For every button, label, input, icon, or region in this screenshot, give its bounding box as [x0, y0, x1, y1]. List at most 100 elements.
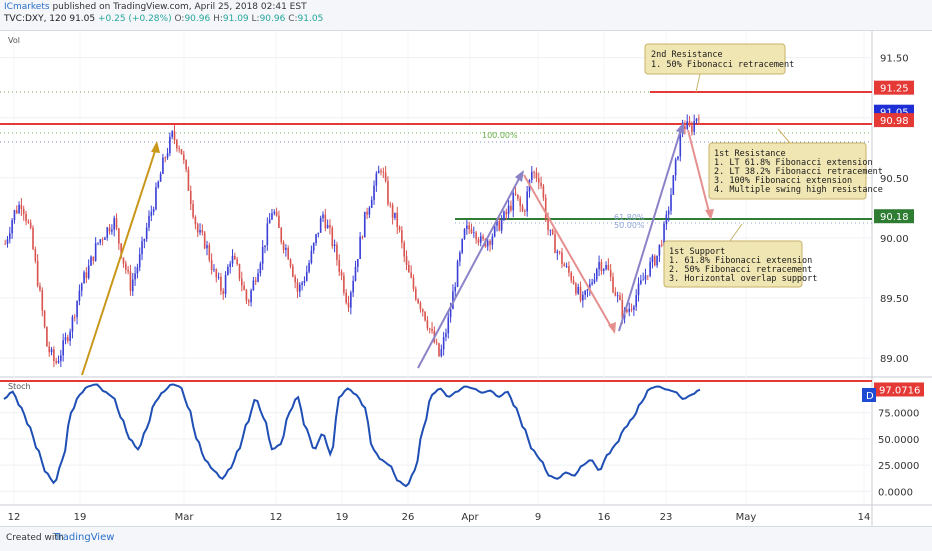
candle-body: [459, 252, 461, 262]
candle-body: [526, 191, 528, 212]
candle-body: [665, 214, 668, 224]
candle-body: [482, 236, 484, 239]
candle-body: [182, 154, 185, 161]
candle-body: [535, 172, 538, 179]
candle-body: [521, 205, 524, 212]
candle-body: [394, 212, 396, 218]
footer: Created with TradingView: [0, 526, 932, 551]
tradingview-logo[interactable]: TradingView: [54, 532, 115, 543]
candle-body: [582, 294, 584, 301]
candle-body: [503, 211, 505, 220]
candle-body: [579, 286, 582, 301]
candle-body: [454, 286, 457, 292]
candle-body: [8, 233, 11, 240]
publisher-link[interactable]: ICmarkets: [4, 2, 50, 12]
candle-body: [80, 283, 83, 291]
candle-body: [554, 234, 556, 254]
stoch-axis-ticks: 75.0000 50.0000 25.0000 0.0000: [878, 409, 919, 499]
d-badge[interactable]: D: [862, 388, 876, 402]
candle-body: [206, 245, 208, 249]
candle-body: [431, 328, 433, 331]
price-tick: 90.50: [880, 174, 909, 185]
candle-body: [176, 140, 178, 149]
candle-body: [456, 261, 459, 287]
time-tick: May: [736, 512, 757, 523]
candle-body: [345, 292, 348, 303]
candle-body: [505, 211, 508, 215]
candle-body: [243, 285, 245, 291]
grid-lines: [0, 30, 872, 504]
candle-body: [106, 227, 109, 238]
candle-body: [605, 265, 607, 270]
candle-body: [32, 227, 34, 250]
candle-body: [542, 185, 545, 198]
fib-50-label: 50.00%: [614, 221, 645, 230]
candle-body: [684, 126, 686, 130]
support-1-item-1: 1. 61.8% Fibonacci extension: [669, 256, 812, 266]
candle-body: [319, 218, 322, 233]
time-tick: 12: [270, 512, 283, 523]
low-label: L:: [251, 14, 260, 24]
candle-body: [584, 290, 586, 295]
candle-body: [273, 211, 276, 214]
symbol[interactable]: TVC:DXY, 120: [4, 14, 67, 24]
candle-body: [155, 187, 157, 210]
candle-body: [261, 247, 264, 264]
candle-body: [29, 222, 32, 228]
candle-body: [136, 267, 139, 274]
candle-body: [486, 240, 489, 247]
d-badge-text: D: [866, 391, 874, 402]
candle-body: [563, 264, 566, 267]
candle-body: [468, 225, 470, 230]
candle-body: [245, 290, 248, 301]
candle-body: [619, 295, 621, 300]
candle-body: [338, 259, 341, 272]
candle-body: [491, 236, 494, 245]
candle-body: [215, 269, 218, 278]
candle-body: [289, 259, 292, 267]
price-tick: 91.50: [880, 54, 909, 65]
stoch-label: Stoch: [8, 382, 31, 391]
time-tick: 9: [535, 512, 541, 523]
candle-body: [356, 258, 359, 267]
candle-body: [373, 185, 375, 200]
candle-body: [171, 131, 174, 137]
price-axis: [872, 30, 932, 504]
candle-body: [90, 256, 92, 266]
candle-body: [25, 213, 27, 222]
candle-body: [412, 277, 415, 289]
candle-body: [266, 223, 269, 246]
candle-body: [640, 280, 642, 284]
candle-body: [250, 290, 252, 303]
candle-body: [141, 241, 143, 255]
time-tick: 14: [858, 512, 871, 523]
candle-body: [217, 276, 220, 278]
candle-body: [252, 280, 255, 291]
publish-line: ICmarkets published on TradingView.com, …: [4, 2, 307, 12]
candle-body: [500, 219, 503, 231]
time-tick: 19: [74, 512, 87, 523]
candle-body: [278, 215, 280, 228]
candle-body: [97, 242, 99, 244]
candle-body: [660, 244, 663, 246]
candle-body: [187, 169, 190, 191]
published-text: published on TradingView.com, April 25, …: [52, 2, 307, 12]
candle-body: [498, 220, 501, 231]
time-tick: 23: [660, 512, 673, 523]
candle-body: [227, 266, 229, 276]
candle-body: [43, 310, 46, 327]
time-axis: 12 19 Mar 12 19 26 Apr 9 16 23 May 14: [8, 512, 871, 523]
candle-body: [101, 239, 104, 241]
candle-body: [285, 247, 287, 250]
candle-body: [401, 230, 403, 243]
stoch-tag-text: 97.0716: [879, 385, 920, 396]
candle-body: [656, 255, 658, 266]
candle-body: [452, 291, 454, 310]
candle-body: [83, 272, 85, 284]
candle-body: [287, 247, 290, 260]
candle-body: [593, 279, 596, 283]
candle-body: [92, 256, 95, 261]
candle-body: [533, 171, 535, 173]
candle-body: [461, 239, 464, 253]
candle-body: [449, 309, 452, 318]
